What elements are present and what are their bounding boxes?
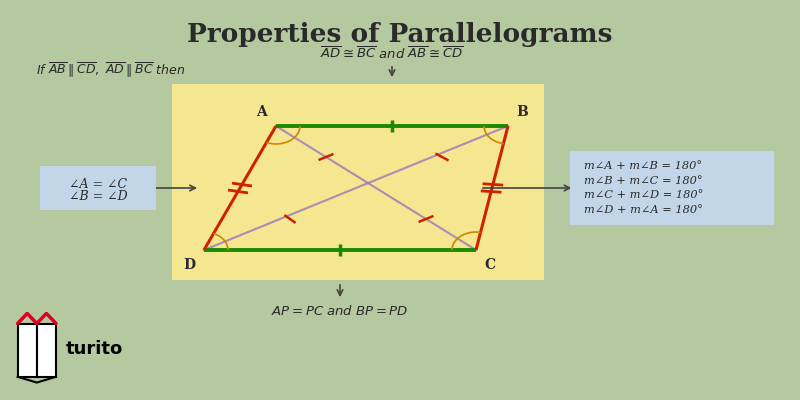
Polygon shape <box>37 324 56 377</box>
Text: ∠B = ∠D: ∠B = ∠D <box>69 190 127 202</box>
FancyBboxPatch shape <box>570 151 774 225</box>
FancyBboxPatch shape <box>40 166 156 210</box>
Text: m∠C + m∠D = 180°: m∠C + m∠D = 180° <box>584 190 703 200</box>
Text: turito: turito <box>66 340 123 358</box>
FancyBboxPatch shape <box>172 84 544 280</box>
Text: B: B <box>517 105 528 119</box>
Text: ∠A = ∠C: ∠A = ∠C <box>69 178 127 190</box>
Text: If $\overline{AB} \parallel \overline{CD},\ \overline{AD} \parallel \overline{BC: If $\overline{AB} \parallel \overline{CD… <box>36 61 186 79</box>
Text: m∠B + m∠C = 180°: m∠B + m∠C = 180° <box>584 176 702 186</box>
Polygon shape <box>18 324 37 377</box>
Text: Properties of Parallelograms: Properties of Parallelograms <box>187 22 613 47</box>
Text: D: D <box>183 258 196 272</box>
Text: $\overline{AD} \cong \overline{BC}$ and $\overline{AB} \cong \overline{CD}$: $\overline{AD} \cong \overline{BC}$ and … <box>320 46 464 62</box>
Text: $AP = PC$ and $BP = PD$: $AP = PC$ and $BP = PD$ <box>271 304 409 318</box>
Text: m∠D + m∠A = 180°: m∠D + m∠A = 180° <box>584 204 703 214</box>
Text: A: A <box>256 105 267 119</box>
Text: m∠A + m∠B = 180°: m∠A + m∠B = 180° <box>584 161 702 171</box>
Text: C: C <box>485 258 496 272</box>
